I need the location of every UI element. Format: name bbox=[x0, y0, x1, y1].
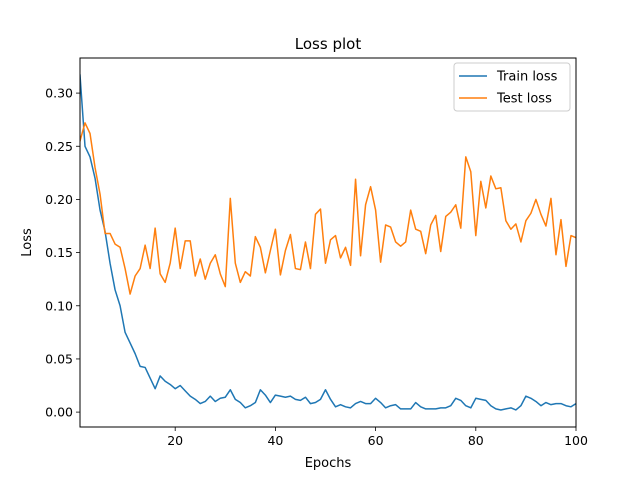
x-tick-label: 100 bbox=[564, 433, 588, 448]
x-tick-label: 80 bbox=[468, 433, 484, 448]
chart-title: Loss plot bbox=[295, 35, 362, 53]
plot-area bbox=[79, 57, 577, 428]
legend-box bbox=[453, 62, 571, 112]
series-layer bbox=[80, 74, 576, 411]
x-axis-label: Epochs bbox=[305, 456, 352, 471]
y-tick-label: 0.25 bbox=[45, 139, 73, 154]
series-line-test-loss bbox=[80, 122, 576, 295]
y-tick-label: 0.00 bbox=[45, 405, 73, 420]
y-tick-label: 0.05 bbox=[45, 351, 73, 366]
y-tick-label: 0.30 bbox=[45, 86, 73, 101]
y-tick-label: 0.15 bbox=[45, 245, 73, 260]
x-axis-ticks: 20 40 60 80 100 bbox=[167, 427, 588, 448]
x-tick-label: 20 bbox=[167, 433, 183, 448]
x-tick-label: 40 bbox=[267, 433, 283, 448]
axes-frame bbox=[79, 57, 577, 428]
y-axis-label: Loss bbox=[20, 228, 35, 257]
y-axis-ticks: 0.00 0.05 0.10 0.15 0.20 0.25 0.30 bbox=[45, 86, 80, 420]
legend-label-test-loss: Test loss bbox=[496, 92, 552, 107]
y-tick-label: 0.20 bbox=[45, 192, 73, 207]
series-line-train-loss bbox=[80, 74, 576, 411]
legend-label-train-loss: Train loss bbox=[496, 70, 558, 85]
legend: Train loss Test loss bbox=[453, 62, 571, 112]
x-tick-label: 60 bbox=[368, 433, 384, 448]
y-tick-label: 0.10 bbox=[45, 298, 73, 313]
